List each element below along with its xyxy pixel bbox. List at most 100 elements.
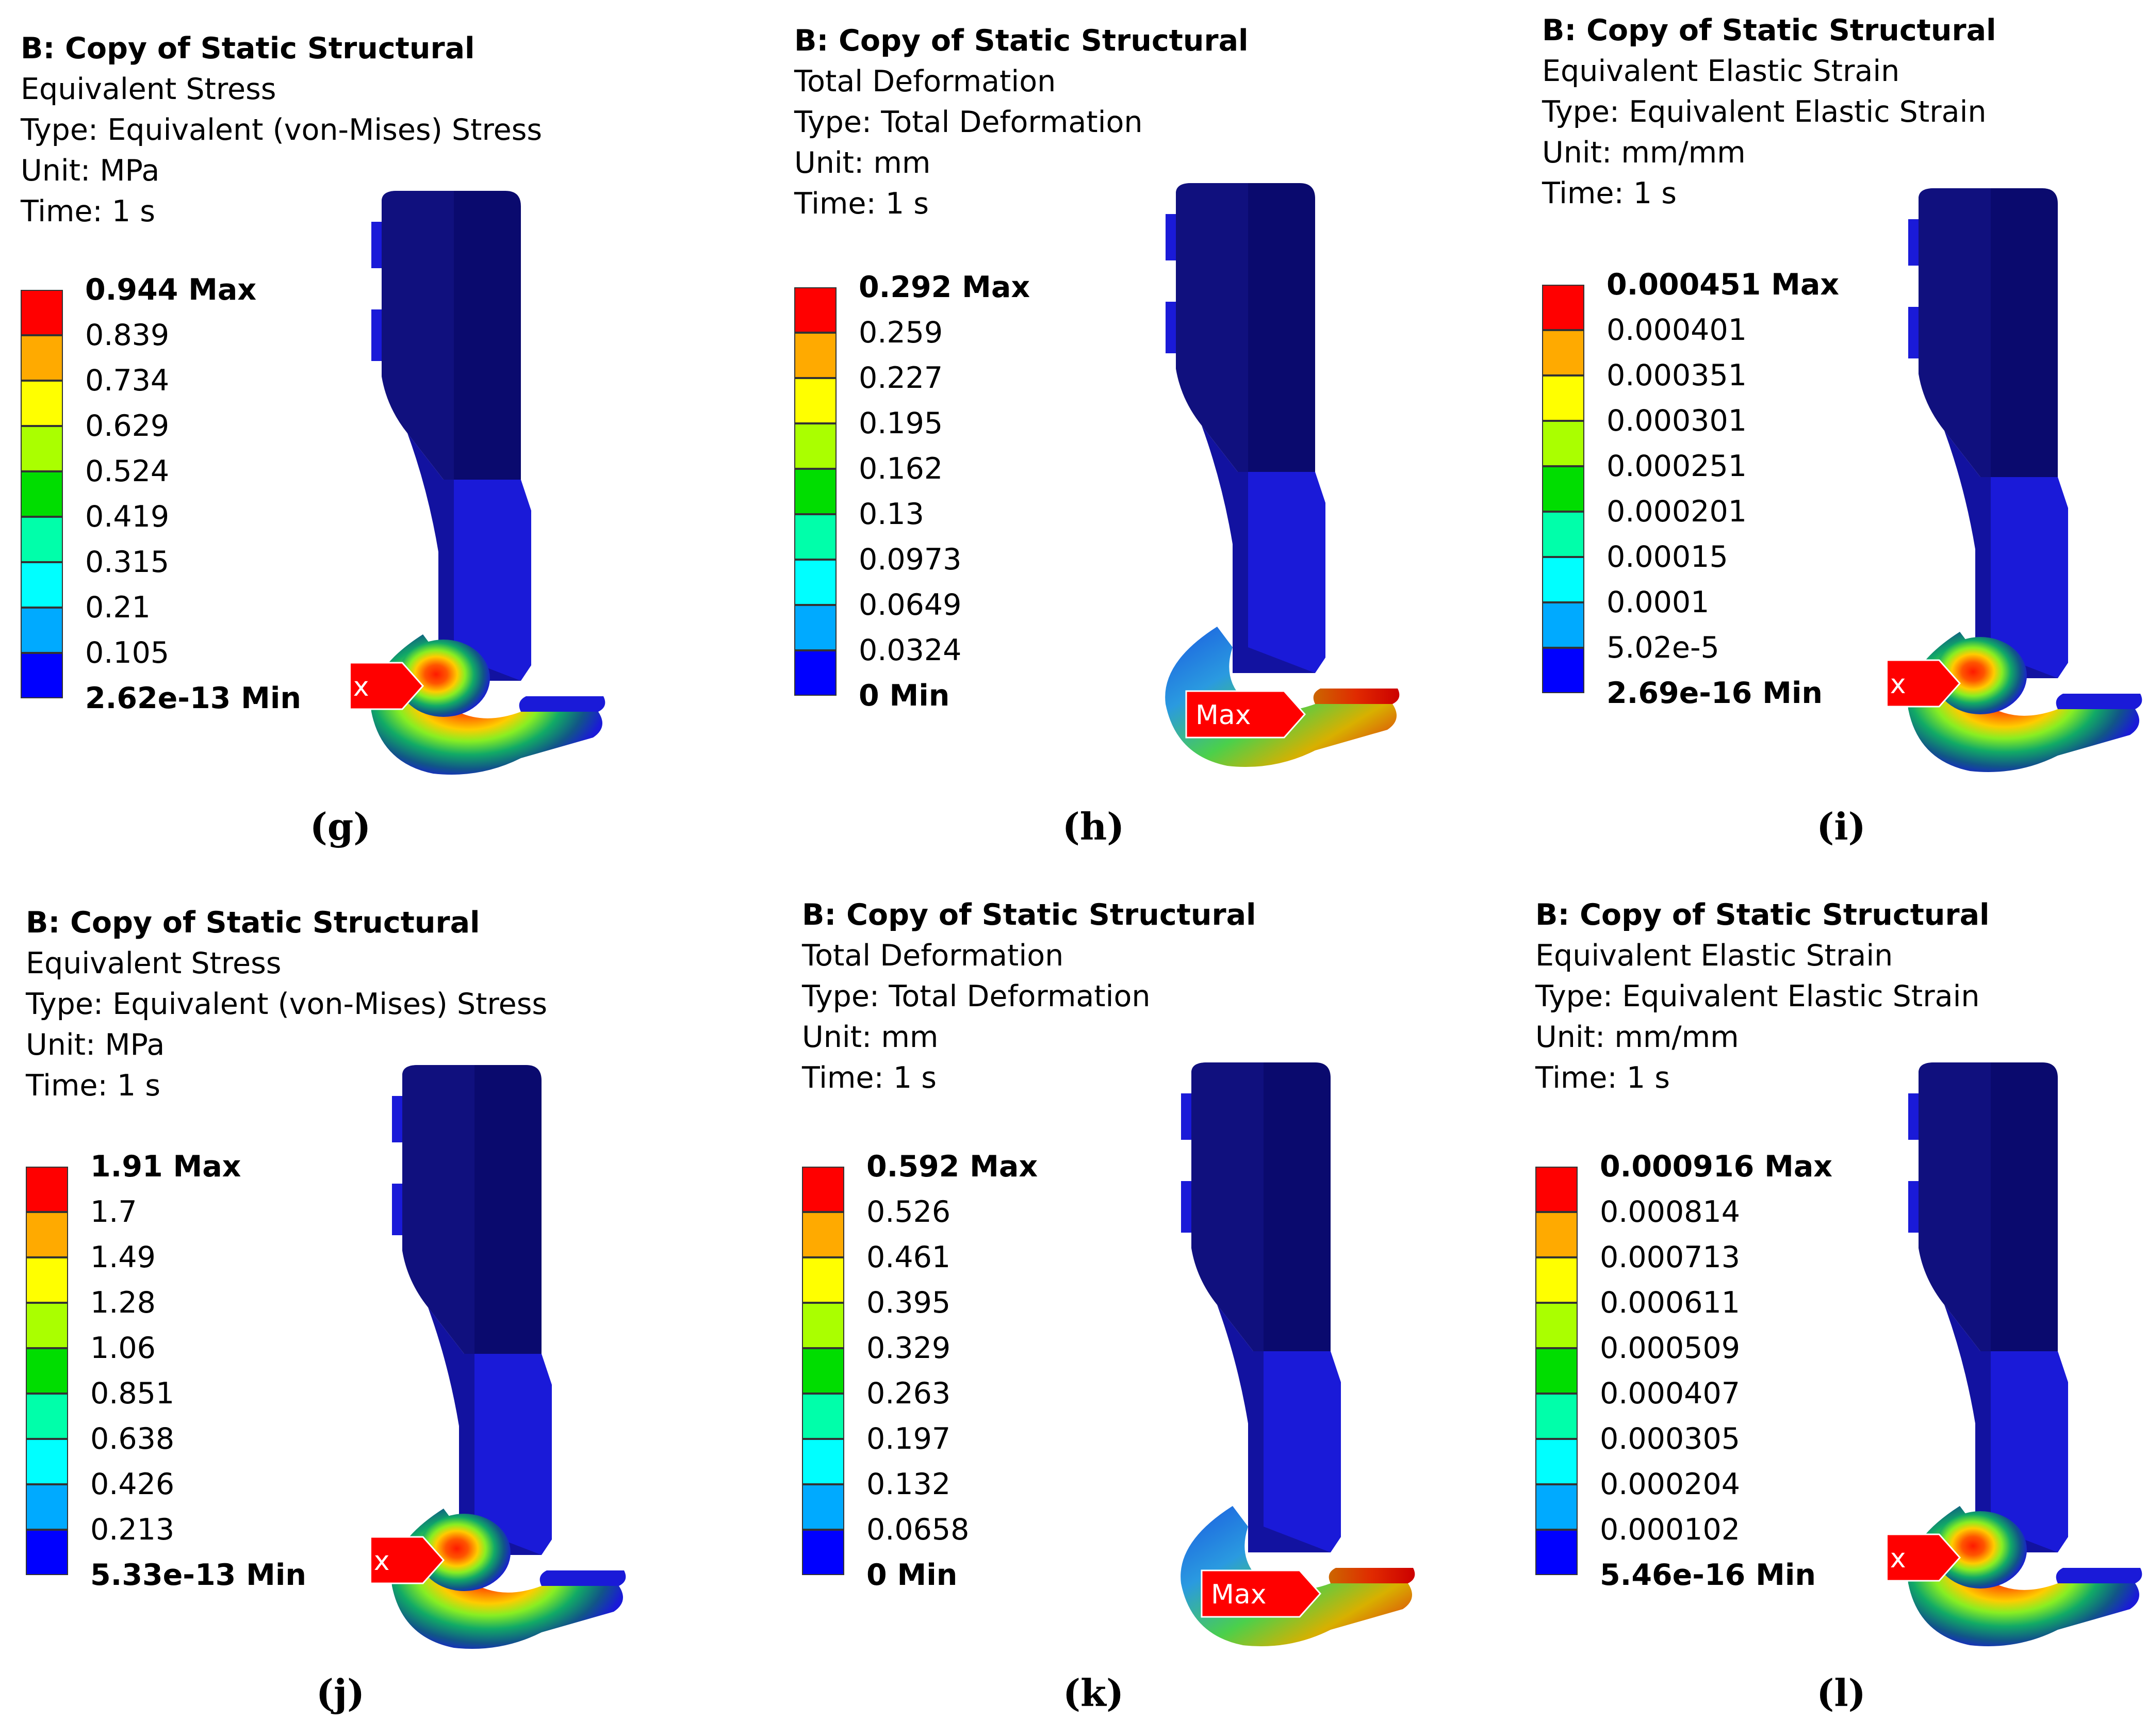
probe-label: Max — [1888, 669, 1906, 700]
result-header: B: Copy of Static Structural Equivalent … — [1542, 10, 1996, 214]
legend-band — [802, 1530, 844, 1575]
legend-value-label: 0.426 — [90, 1467, 175, 1501]
legend-band — [794, 333, 837, 378]
legend-band — [26, 1167, 68, 1212]
panel-j: B: Copy of Static Structural Equivalent … — [0, 872, 715, 1736]
hook-body — [391, 1065, 626, 1649]
result-unit: Unit: mm — [802, 1020, 939, 1054]
legend-band — [1535, 1257, 1578, 1303]
probe-arrow — [1888, 659, 1961, 708]
result-header: B: Copy of Static Structural Equivalent … — [26, 903, 547, 1106]
legend-min-label: 5.33e-13 Min — [90, 1558, 306, 1592]
legend-band — [26, 1348, 68, 1394]
legend-max-label: 0.944 Max — [85, 273, 257, 307]
panel-caption: (h) — [1062, 805, 1125, 848]
legend-value-label: 0.0001 — [1607, 585, 1710, 619]
legend-value-label: 0.329 — [866, 1331, 951, 1365]
result-time: Time: 1 s — [21, 194, 155, 228]
probe-label: Max — [371, 1546, 390, 1577]
legend-value-label: 0.851 — [90, 1377, 175, 1411]
legend-band — [21, 426, 63, 471]
legend-band — [21, 517, 63, 562]
legend-value-label: 0.419 — [85, 500, 170, 534]
stress-concentration — [397, 640, 490, 717]
grip-side — [1919, 1062, 1991, 1351]
legend-band — [794, 469, 837, 514]
grip-side — [1919, 188, 1991, 477]
probe-arrow — [1201, 1569, 1322, 1618]
shank-face — [1248, 472, 1325, 673]
legend-value-label: 0.263 — [866, 1377, 951, 1411]
result-unit: Unit: mm — [794, 146, 931, 180]
legend-band — [1542, 512, 1584, 557]
legend-value-label: 0.227 — [859, 361, 943, 395]
hook-tip — [519, 696, 605, 712]
shank-face — [474, 1354, 552, 1555]
legend-value-label: 0.195 — [859, 406, 943, 440]
legend-min-label: 2.62e-13 Min — [85, 681, 301, 715]
hook-body — [371, 191, 605, 775]
legend-value-label: 0.461 — [866, 1240, 951, 1274]
panel-caption: (i) — [1816, 805, 1866, 848]
hook-model: Max — [1888, 1062, 2142, 1646]
result-time: Time: 1 s — [802, 1061, 937, 1095]
legend-max-label: 0.000916 Max — [1600, 1150, 1833, 1184]
legend-band — [21, 335, 63, 381]
legend-value-label: 0.000102 — [1600, 1513, 1740, 1547]
legend-value-label: 0.259 — [859, 316, 943, 350]
result-unit: Unit: MPa — [21, 154, 160, 188]
max-probe-tag: Max — [1888, 1533, 1961, 1582]
legend-band — [794, 650, 837, 696]
legend-band — [794, 514, 837, 560]
legend-min-label: 2.69e-16 Min — [1607, 676, 1823, 710]
grip-side — [382, 191, 454, 480]
legend-max-label: 0.592 Max — [866, 1150, 1038, 1184]
stress-concentration — [1934, 637, 2027, 714]
legend-value-label: 0.734 — [85, 364, 170, 398]
probe-arrow — [1185, 690, 1306, 739]
legend-band — [1542, 602, 1584, 648]
max-probe-tag: Max — [1201, 1569, 1322, 1618]
legend-band — [26, 1212, 68, 1257]
legend-value-label: 0.000713 — [1600, 1240, 1740, 1274]
result-header: B: Copy of Static Structural Total Defor… — [802, 895, 1256, 1099]
analysis-title: B: Copy of Static Structural — [794, 24, 1249, 58]
hook-tip — [2056, 694, 2142, 709]
grip-side — [1176, 183, 1248, 472]
legend-band — [802, 1394, 844, 1439]
result-time: Time: 1 s — [1542, 176, 1677, 210]
legend-value-label: 0.0658 — [866, 1513, 970, 1547]
panel-i: B: Copy of Static Structural Equivalent … — [1527, 0, 2147, 864]
legend-band — [1542, 421, 1584, 466]
result-type: Type: Equivalent Elastic Strain — [1535, 979, 1980, 1013]
shank-face — [454, 480, 531, 681]
hook-tip — [2056, 1568, 2142, 1583]
stress-concentration — [1934, 1511, 2027, 1588]
legend-band — [21, 653, 63, 698]
probe-label: Max — [1211, 1579, 1267, 1610]
panel-l: B: Copy of Static Structural Equivalent … — [1519, 872, 2147, 1736]
legend-value-label: 0.13 — [859, 497, 924, 531]
legend-band — [794, 605, 837, 650]
result-header: B: Copy of Static Structural Equivalent … — [21, 28, 542, 232]
legend-value-label: 0.524 — [85, 454, 170, 488]
probe-arrow — [1888, 1533, 1961, 1582]
probe-label: Max — [1888, 1543, 1906, 1574]
result-unit: Unit: mm/mm — [1542, 136, 1746, 170]
probe-label: Max — [351, 672, 369, 702]
analysis-title: B: Copy of Static Structural — [1535, 898, 1990, 932]
legend-band — [1542, 285, 1584, 330]
result-name: Equivalent Elastic Strain — [1542, 54, 1900, 88]
legend-value-label: 0.000251 — [1607, 449, 1747, 483]
legend-band — [26, 1257, 68, 1303]
legend-min-label: 5.46e-16 Min — [1600, 1558, 1816, 1592]
legend-band — [26, 1303, 68, 1348]
legend-max-label: 0.000451 Max — [1607, 268, 1840, 302]
legend-max-label: 0.292 Max — [859, 270, 1030, 304]
legend-value-label: 0.132 — [866, 1467, 951, 1501]
legend-band — [1535, 1484, 1578, 1530]
legend-value-label: 1.28 — [90, 1286, 156, 1320]
legend-band — [1535, 1167, 1578, 1212]
result-type: Type: Equivalent (von-Mises) Stress — [21, 113, 543, 147]
grip-side — [402, 1065, 474, 1354]
